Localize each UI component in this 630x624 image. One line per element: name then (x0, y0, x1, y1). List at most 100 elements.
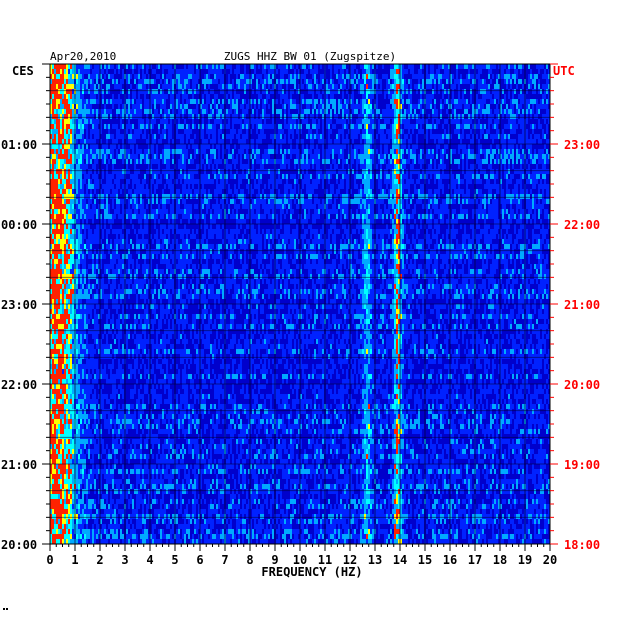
spectrogram-cell (188, 184, 190, 189)
spectrogram-cell (504, 159, 506, 164)
spectrogram-cell (354, 194, 356, 199)
spectrogram-cell (298, 149, 300, 154)
spectrogram-cell (518, 139, 520, 144)
spectrogram-cell (278, 139, 280, 144)
spectrogram-cell (92, 119, 94, 124)
spectrogram-cell (392, 204, 394, 209)
spectrogram-cell (78, 124, 80, 129)
spectrogram-cell (400, 64, 402, 69)
spectrogram-cell (448, 94, 450, 99)
spectrogram-cell (54, 109, 56, 114)
spectrogram-cell (422, 119, 424, 124)
spectrogram-cell (370, 114, 372, 119)
spectrogram-cell (284, 104, 286, 109)
spectrogram-cell (314, 74, 316, 79)
spectrogram-cell (476, 189, 478, 194)
spectrogram-cell (222, 169, 224, 174)
spectrogram-cell (346, 89, 348, 94)
spectrogram-cell (58, 64, 60, 69)
spectrogram-cell (542, 64, 544, 69)
spectrogram-cell (360, 114, 362, 119)
spectrogram-cell (252, 189, 254, 194)
spectrogram-cell (80, 164, 82, 169)
spectrogram-cell (162, 69, 164, 74)
spectrogram-cell (536, 164, 538, 169)
spectrogram-cell (138, 74, 140, 79)
spectrogram-cell (310, 84, 312, 89)
spectrogram-cell (468, 174, 470, 179)
spectrogram-cell (132, 104, 134, 109)
spectrogram-cell (68, 159, 70, 164)
spectrogram-cell (460, 134, 462, 139)
spectrogram-cell (496, 119, 498, 124)
spectrogram-cell (58, 204, 60, 209)
spectrogram-cell (502, 149, 504, 154)
spectrogram-cell (410, 179, 412, 184)
spectrogram-cell (366, 84, 368, 89)
spectrogram-cell (546, 189, 548, 194)
spectrogram-cell (540, 194, 542, 199)
spectrogram-cell (256, 169, 258, 174)
spectrogram-cell (534, 79, 536, 84)
spectrogram-cell (466, 184, 468, 189)
spectrogram-cell (436, 144, 438, 149)
spectrogram-cell (376, 134, 378, 139)
spectrogram-cell (392, 179, 394, 184)
spectrogram-cell (208, 124, 210, 129)
spectrogram-cell (120, 199, 122, 204)
spectrogram-cell (300, 64, 302, 69)
spectrogram-cell (536, 194, 538, 199)
spectrogram-cell (228, 79, 230, 84)
spectrogram-cell (332, 209, 334, 214)
spectrogram-cell (70, 184, 72, 189)
spectrogram-cell (320, 134, 322, 139)
spectrogram-cell (338, 204, 340, 209)
spectrogram-cell (112, 199, 114, 204)
spectrogram-cell (366, 119, 368, 124)
spectrogram-cell (398, 94, 400, 99)
spectrogram-cell (398, 124, 400, 129)
spectrogram-cell (250, 189, 252, 194)
spectrogram-cell (228, 209, 230, 214)
spectrogram-cell (538, 84, 540, 89)
spectrogram-cell (176, 84, 178, 89)
spectrogram-cell (164, 154, 166, 159)
spectrogram-cell (50, 179, 52, 184)
spectrogram-cell (342, 89, 344, 94)
spectrogram-cell (536, 154, 538, 159)
spectrogram-cell (380, 209, 382, 214)
spectrogram-cell (412, 69, 414, 74)
spectrogram-cell (460, 64, 462, 69)
spectrogram-cell (408, 189, 410, 194)
spectrogram-cell (202, 104, 204, 109)
spectrogram-cell (272, 189, 274, 194)
spectrogram-cell (422, 109, 424, 114)
spectrogram-cell (262, 64, 264, 69)
spectrogram-cell (302, 149, 304, 154)
spectrogram-cell (60, 169, 62, 174)
spectrogram-cell (360, 184, 362, 189)
spectrogram-cell (72, 109, 74, 114)
spectrogram-cell (214, 74, 216, 79)
spectrogram-cell (250, 194, 252, 199)
spectrogram-cell (426, 99, 428, 104)
spectrogram-cell (320, 204, 322, 209)
spectrogram-cell (240, 189, 242, 194)
spectrogram-cell (378, 199, 380, 204)
spectrogram-cell (118, 169, 120, 174)
spectrogram-cell (152, 124, 154, 129)
spectrogram-cell (322, 159, 324, 164)
spectrogram-cell (492, 199, 494, 204)
spectrogram-cell (222, 174, 224, 179)
spectrogram-cell (446, 194, 448, 199)
spectrogram-cell (440, 159, 442, 164)
spectrogram-cell (236, 94, 238, 99)
spectrogram-cell (134, 74, 136, 79)
spectrogram-cell (212, 69, 214, 74)
spectrogram-cell (306, 154, 308, 159)
spectrogram-cell (196, 149, 198, 154)
spectrogram-cell (520, 104, 522, 109)
spectrogram-cell (108, 149, 110, 154)
spectrogram-cell (78, 134, 80, 139)
spectrogram-cell (320, 79, 322, 84)
